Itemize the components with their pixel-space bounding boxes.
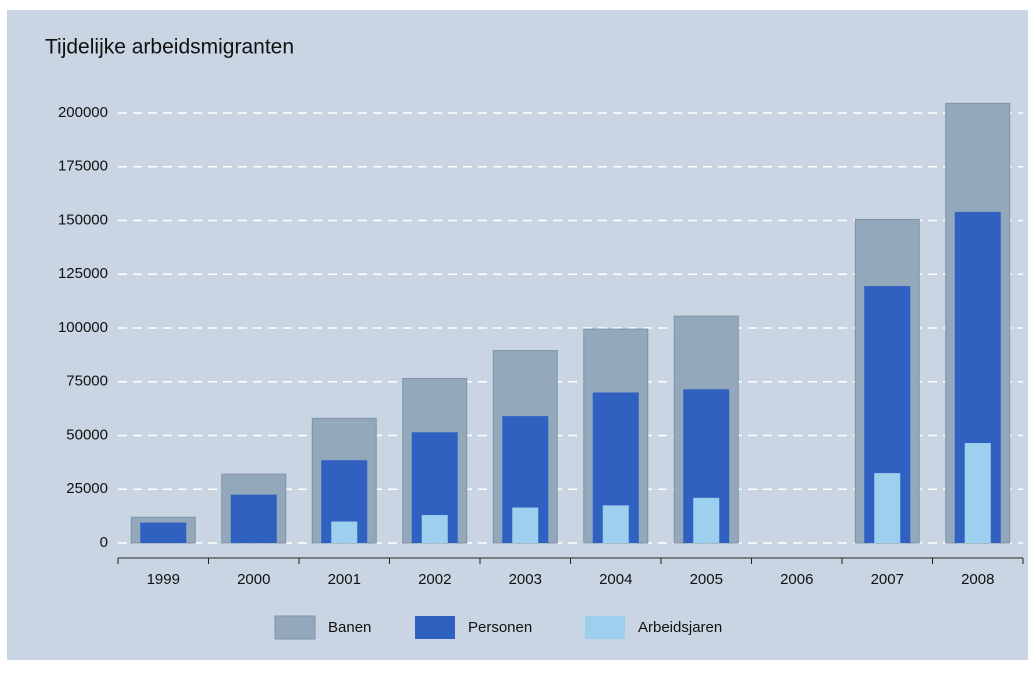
y-tick-label: 0: [100, 534, 108, 551]
x-tick-label: 2002: [418, 571, 451, 588]
legend-swatch: [415, 616, 455, 639]
chart-title: Tijdelijke arbeidsmigranten: [45, 36, 294, 59]
bar: [421, 515, 448, 543]
x-tick-label: 2001: [328, 571, 361, 588]
bar: [140, 522, 187, 543]
x-tick-label: 2004: [599, 571, 632, 588]
legend-swatch: [274, 615, 316, 640]
y-tick-label: 75000: [66, 373, 108, 390]
legend-swatch: [585, 616, 625, 639]
x-tick-label: 2006: [780, 571, 813, 588]
bar: [693, 497, 720, 543]
y-tick-label: 125000: [58, 265, 108, 282]
y-tick-label: 100000: [58, 319, 108, 336]
bar: [512, 507, 539, 543]
bar: [874, 473, 901, 543]
x-tick-label: 1999: [147, 571, 180, 588]
legend-label: Arbeidsjaren: [638, 619, 722, 636]
y-tick-label: 25000: [66, 480, 108, 497]
x-tick-label: 2000: [237, 571, 270, 588]
legend-label: Banen: [328, 619, 371, 636]
x-tick-label: 2005: [690, 571, 723, 588]
x-tick-label: 2008: [961, 571, 994, 588]
bar: [602, 505, 629, 543]
x-tick-label: 2003: [509, 571, 542, 588]
legend-label: Personen: [468, 619, 532, 636]
x-tick-label: 2007: [871, 571, 904, 588]
bar: [964, 443, 991, 543]
y-tick-label: 200000: [58, 104, 108, 121]
y-tick-label: 175000: [58, 158, 108, 175]
y-tick-label: 150000: [58, 211, 108, 228]
y-tick-label: 50000: [66, 426, 108, 443]
bar: [230, 494, 277, 543]
bar: [331, 521, 358, 543]
